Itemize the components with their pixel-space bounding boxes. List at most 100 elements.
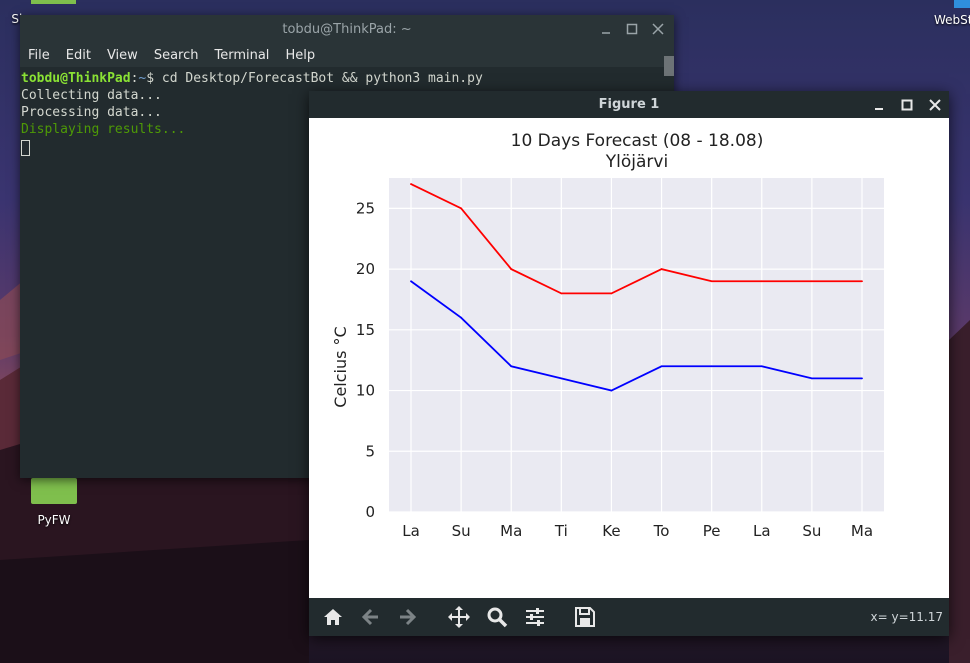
menu-file[interactable]: File xyxy=(28,47,50,63)
x-tick-label: Ke xyxy=(602,522,620,540)
terminal-titlebar[interactable]: tobdu@ThinkPad: ~ xyxy=(20,15,674,43)
webstorm-icon xyxy=(954,0,970,8)
scrollbar-thumb[interactable] xyxy=(664,56,674,76)
figure-title: Figure 1 xyxy=(598,97,660,112)
data-point xyxy=(410,280,412,283)
back-arrow-icon xyxy=(361,608,378,626)
forward-button[interactable] xyxy=(393,603,421,631)
y-tick-label: 0 xyxy=(365,503,375,521)
zoom-icon xyxy=(487,607,508,628)
prompt-separator: : xyxy=(130,71,139,86)
figure-window[interactable]: Figure 1 10 Days Forecast (08 - 18.08) Y… xyxy=(309,91,949,636)
configure-subplots-button[interactable] xyxy=(521,603,549,631)
desktop-icon-label: WebSt xyxy=(934,13,970,27)
maximize-icon xyxy=(901,99,913,110)
desktop-icon-label: PyFW xyxy=(37,513,71,527)
x-tick-label: Ma xyxy=(851,522,873,540)
maximize-icon xyxy=(626,23,638,35)
maximize-button[interactable] xyxy=(899,97,915,113)
minimize-button[interactable] xyxy=(598,21,614,37)
data-point xyxy=(710,365,713,368)
x-tick-label: La xyxy=(753,522,771,540)
x-tick-label: Ti xyxy=(554,522,568,540)
minimize-icon xyxy=(602,32,610,34)
data-point xyxy=(810,280,813,283)
output-line: Processing data... xyxy=(21,105,162,120)
data-point xyxy=(861,377,863,380)
data-point xyxy=(510,365,513,368)
x-tick-label: Su xyxy=(452,522,471,540)
minimize-button[interactable] xyxy=(871,97,887,113)
home-icon xyxy=(324,609,342,625)
terminal-output[interactable]: tobdu@ThinkPad:~$ cd Desktop/ForecastBot… xyxy=(20,56,674,470)
back-button[interactable] xyxy=(357,603,385,631)
desktop-icon-tile xyxy=(31,0,76,4)
x-tick-label: To xyxy=(653,522,670,540)
x-tick-label: Ma xyxy=(500,522,522,540)
close-button[interactable] xyxy=(927,97,943,113)
data-point xyxy=(410,183,412,185)
pan-icon xyxy=(448,606,470,628)
maximize-button[interactable] xyxy=(624,21,640,37)
prompt-path: ~ xyxy=(138,71,147,86)
terminal-title: tobdu@ThinkPad: ~ xyxy=(282,21,412,37)
data-point xyxy=(660,365,663,368)
data-point xyxy=(510,268,513,270)
home-button[interactable] xyxy=(319,603,347,631)
data-point xyxy=(660,268,663,270)
command-text: cd Desktop/ForecastBot && python3 main.p… xyxy=(154,71,483,86)
forecast-chart: 10 Days Forecast (08 - 18.08) Ylöjärvi C… xyxy=(331,131,884,540)
y-tick-label: 25 xyxy=(356,199,375,217)
menu-view[interactable]: View xyxy=(106,47,138,63)
menu-terminal[interactable]: Terminal xyxy=(214,47,270,63)
data-point xyxy=(861,280,863,283)
data-point xyxy=(610,292,613,295)
figure-titlebar[interactable]: Figure 1 xyxy=(309,91,949,118)
data-point xyxy=(560,377,563,380)
zoom-button[interactable] xyxy=(483,603,511,631)
pan-button[interactable] xyxy=(445,603,473,631)
close-button[interactable] xyxy=(650,21,666,37)
y-tick-label: 5 xyxy=(365,442,375,460)
menu-help[interactable]: Help xyxy=(285,47,316,63)
output-line: Collecting data... xyxy=(21,88,162,103)
y-tick-label: 10 xyxy=(356,382,375,400)
save-button[interactable] xyxy=(571,603,599,631)
data-point xyxy=(760,365,763,368)
menu-edit[interactable]: Edit xyxy=(65,47,91,63)
terminal-cursor-line xyxy=(21,138,674,156)
configure-subplots-icon xyxy=(526,608,544,626)
close-icon xyxy=(652,23,664,35)
output-line-status: Displaying results... xyxy=(21,122,186,137)
desktop-icon-pyfw[interactable]: PyFW xyxy=(28,478,80,527)
data-point xyxy=(760,280,763,283)
data-point xyxy=(810,377,813,380)
terminal-menubar: File Edit View Search Terminal Help xyxy=(20,43,674,67)
folder-icon xyxy=(31,478,77,504)
y-tick-label: 20 xyxy=(356,260,375,278)
x-tick-label: La xyxy=(402,522,420,540)
data-point xyxy=(610,389,613,392)
data-point xyxy=(710,280,713,283)
plot-area xyxy=(389,178,884,512)
text-cursor xyxy=(21,139,30,156)
cursor-coordinate-readout: x= y=11.17 xyxy=(870,610,943,624)
series-line-1 xyxy=(410,280,862,392)
terminal-command-line: tobdu@ThinkPad:~$ cd Desktop/ForecastBot… xyxy=(21,70,674,87)
minimize-icon xyxy=(875,107,883,110)
series-line-0 xyxy=(410,183,862,295)
desktop-icon-webst[interactable]: WebSt xyxy=(928,0,970,27)
x-tick-label: Su xyxy=(802,522,821,540)
forward-arrow-icon xyxy=(400,608,417,626)
chart-title: 10 Days Forecast (08 - 18.08) xyxy=(511,131,764,151)
menu-search[interactable]: Search xyxy=(153,47,199,63)
x-tick-label: Pe xyxy=(703,522,721,540)
figure-canvas[interactable]: 10 Days Forecast (08 - 18.08) Ylöjärvi C… xyxy=(309,118,949,598)
prompt-user: tobdu@ThinkPad xyxy=(21,71,131,86)
close-icon xyxy=(929,98,941,111)
data-point xyxy=(460,207,463,210)
chart-subtitle: Ylöjärvi xyxy=(605,152,668,172)
prompt-symbol: $ xyxy=(146,71,155,86)
figure-toolbar: x= y=11.17 xyxy=(309,598,949,636)
data-point xyxy=(460,316,463,319)
